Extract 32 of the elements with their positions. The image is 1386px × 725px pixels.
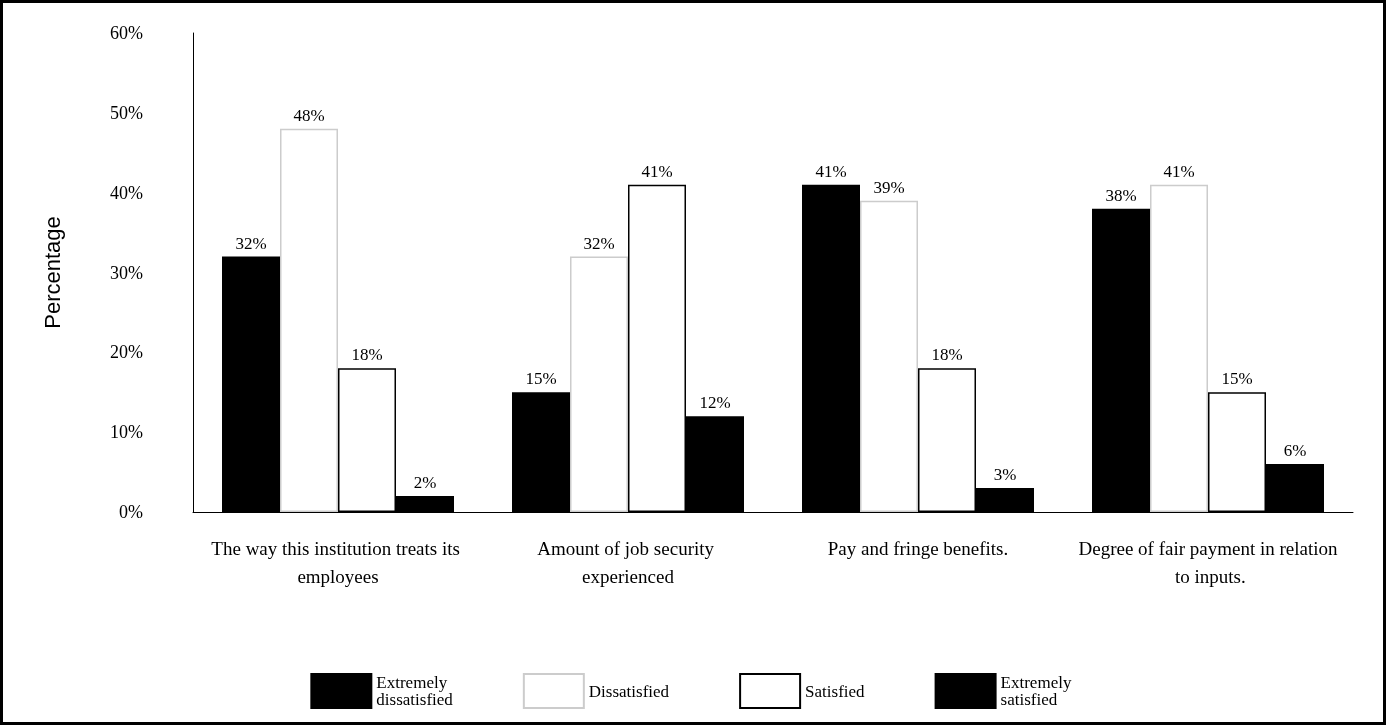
legend-label: Satisfied [805,681,866,701]
data-label: 32% [235,233,267,253]
data-label: 3% [993,465,1017,485]
legend-label: Extremely dissatisfied [376,673,454,709]
x-tick-label: Pay and fringe benefits. [827,537,1009,559]
data-label: 39% [873,177,905,197]
data-label: 32% [583,233,615,253]
data-label: 18% [351,345,383,365]
legend-label: Extremely satisfied [1000,673,1076,709]
data-label: 48% [293,105,325,125]
data-label: 2% [413,473,437,493]
data-label: 6% [1283,441,1307,461]
data-label: 41% [1163,161,1195,181]
data-label: 15% [525,369,557,389]
y-tick-label: 20% [110,342,143,363]
legend-label: Dissatisfied [588,681,670,701]
y-tick-label: 30% [110,262,143,283]
x-tick-label: Amount of job security experienced [537,537,719,587]
x-tick-label: The way this institution treats its employees [211,537,465,587]
data-label: 41% [641,161,673,181]
data-label: 15% [1221,369,1253,389]
y-axis-title: Percentage [39,216,65,329]
data-label: 18% [931,345,963,365]
y-tick-label: 60% [110,23,143,43]
y-tick-label: 50% [110,102,143,123]
data-label: 41% [815,161,847,181]
data-label: 38% [1105,185,1137,205]
data-label: 12% [699,393,731,413]
y-tick-label: 10% [110,422,143,443]
x-tick-label: Degree of fair payment in relation to inputs. [1078,537,1339,587]
y-tick-label: 40% [110,182,143,203]
y-tick-label: 0% [119,502,143,522]
